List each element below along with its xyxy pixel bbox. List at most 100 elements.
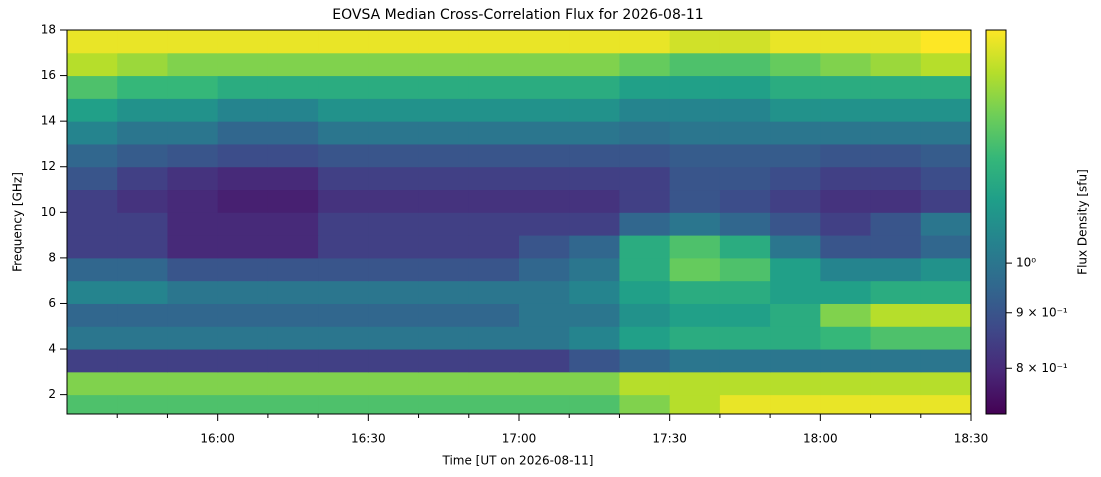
colorbar-label: Flux Density [sfu] [1076, 169, 1090, 275]
heatmap-cell [619, 235, 671, 259]
heatmap-cell [519, 280, 570, 304]
heatmap-cell [569, 143, 620, 168]
heatmap-cell [267, 143, 319, 168]
heatmap-cell [770, 303, 821, 327]
heatmap-cell [770, 98, 821, 122]
heatmap-cell [870, 371, 922, 396]
heatmap-cell [67, 189, 118, 213]
heatmap-cell [820, 166, 872, 191]
heatmap-cell [418, 121, 470, 145]
heatmap-cell [770, 189, 821, 213]
heatmap-cell [217, 303, 269, 327]
heatmap-cell [669, 166, 721, 191]
heatmap-cell [318, 212, 369, 236]
heatmap-cell [318, 394, 369, 415]
heatmap-cell [318, 189, 369, 213]
heatmap-cell [267, 349, 319, 373]
heatmap-cell [267, 166, 319, 191]
heatmap-cell [468, 257, 520, 282]
heatmap-cell [569, 212, 620, 236]
heatmap-cell [619, 166, 671, 191]
heatmap-cell [770, 52, 821, 77]
heatmap-cell [368, 349, 420, 373]
heatmap-cell [167, 52, 219, 77]
heatmap-cell [820, 349, 872, 373]
heatmap-cell [669, 326, 721, 350]
heatmap-cell [820, 394, 872, 415]
heatmap-cell [368, 98, 420, 122]
heatmap-cell [669, 189, 721, 213]
heatmap-cell [117, 303, 168, 327]
heatmap-cell [418, 303, 470, 327]
heatmap-cell [67, 30, 118, 54]
heatmap-cell [770, 280, 821, 304]
heatmap-cell [820, 303, 872, 327]
x-tick-label: 18:00 [803, 432, 838, 446]
heatmap-cell [318, 257, 369, 282]
heatmap-cell [719, 303, 771, 327]
colorbar-tick-label: 10⁰ [1016, 256, 1036, 270]
heatmap-cell [418, 30, 470, 54]
y-tick-label: 14 [41, 114, 56, 128]
heatmap-cell [669, 143, 721, 168]
heatmap-cell [669, 349, 721, 373]
heatmap-cell [67, 75, 118, 99]
heatmap-cell [267, 394, 319, 415]
heatmap-cell [368, 235, 420, 259]
heatmap-cell [770, 394, 821, 415]
heatmap-cell [368, 280, 420, 304]
heatmap-cell [519, 303, 570, 327]
heatmap-cell [167, 98, 219, 122]
heatmap-cell [870, 166, 922, 191]
heatmap-cell [117, 235, 168, 259]
heatmap-cell [117, 189, 168, 213]
y-tick-label: 4 [48, 342, 56, 356]
heatmap-cell [770, 121, 821, 145]
heatmap-cell [569, 121, 620, 145]
y-tick-label: 16 [41, 68, 56, 82]
heatmap-cell [418, 75, 470, 99]
heatmap-cell [67, 121, 118, 145]
heatmap-cell [719, 121, 771, 145]
heatmap-cell [167, 143, 219, 168]
heatmap-cell [519, 371, 570, 396]
heatmap-cell [468, 235, 520, 259]
heatmap-cell [318, 52, 369, 77]
heatmap-cell [619, 30, 671, 54]
heatmap-cell [468, 121, 520, 145]
heatmap-cell [267, 235, 319, 259]
heatmap-cell [67, 394, 118, 415]
heatmap-cell [770, 212, 821, 236]
heatmap-cell [117, 280, 168, 304]
heatmap-cell [217, 121, 269, 145]
heatmap-cell [468, 371, 520, 396]
heatmap-cell [519, 257, 570, 282]
heatmap-cell [267, 75, 319, 99]
heatmap-cell [519, 75, 570, 99]
heatmap-cell [519, 52, 570, 77]
heatmap-cell [167, 280, 219, 304]
heatmap-cell [870, 212, 922, 236]
heatmap-cell [569, 75, 620, 99]
heatmap-cell [117, 30, 168, 54]
heatmap-cell [719, 143, 771, 168]
heatmap-cell [318, 143, 369, 168]
heatmap-cell [669, 257, 721, 282]
heatmap-cell [67, 143, 118, 168]
heatmap-cell [820, 30, 872, 54]
heatmap-cell [569, 235, 620, 259]
y-tick-label: 8 [48, 250, 56, 264]
heatmap-cell [217, 212, 269, 236]
heatmap-cell [267, 257, 319, 282]
heatmap-cell [217, 98, 269, 122]
heatmap-cell [67, 98, 118, 122]
heatmap-cell [368, 257, 420, 282]
heatmap-cell [67, 52, 118, 77]
heatmap-cell [67, 166, 118, 191]
heatmap-cell [569, 52, 620, 77]
heatmap-cell [669, 371, 721, 396]
heatmap-cell [719, 349, 771, 373]
heatmap-cell [67, 212, 118, 236]
heatmap-cell [117, 52, 168, 77]
